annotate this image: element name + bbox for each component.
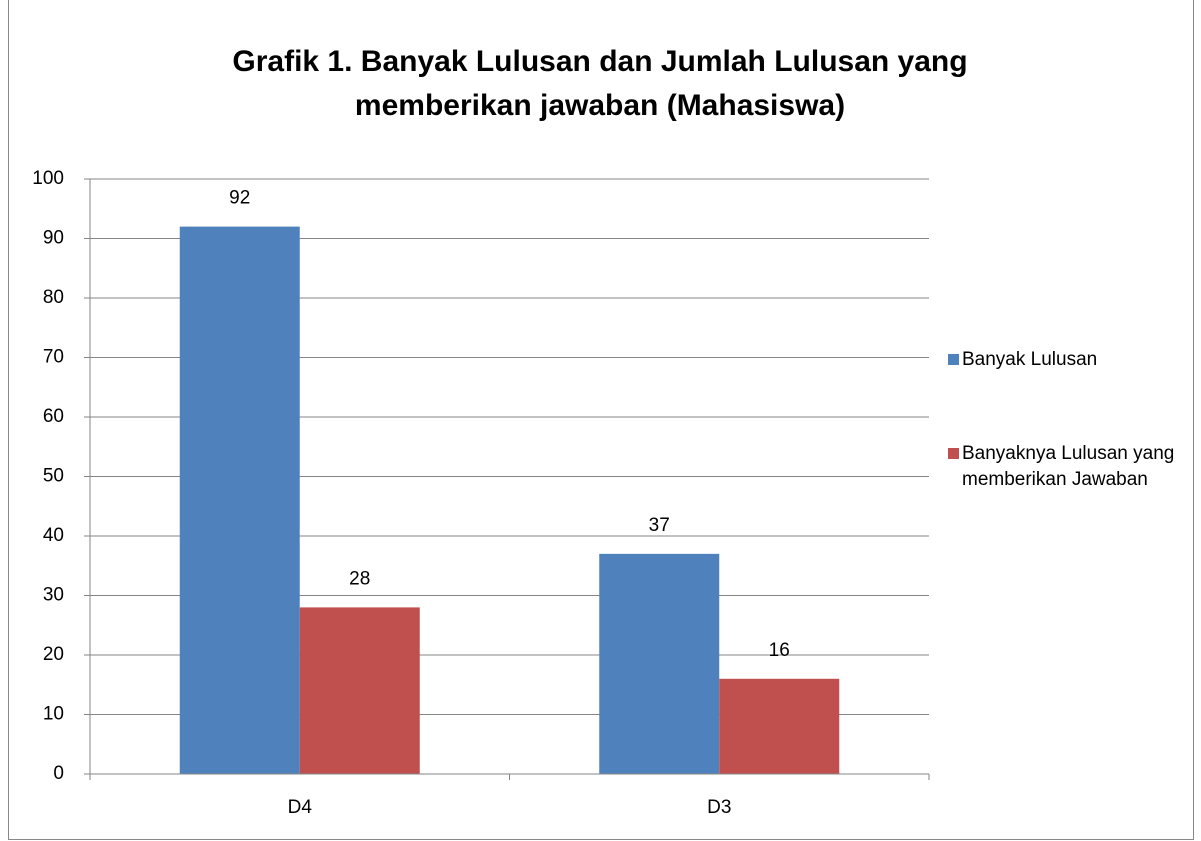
bar	[179, 226, 300, 775]
legend-swatch	[948, 448, 959, 459]
y-tick-label: 70	[43, 347, 64, 368]
bar	[719, 678, 840, 774]
y-tick-label: 50	[43, 466, 64, 487]
bar	[599, 553, 720, 774]
data-label: 28	[349, 568, 370, 589]
data-label: 92	[229, 188, 250, 209]
bar	[299, 607, 420, 774]
data-label: 37	[649, 515, 670, 536]
legend-swatch	[948, 354, 959, 365]
y-tick-label: 90	[43, 228, 64, 249]
y-tick-label: 80	[43, 287, 64, 308]
legend-item: Banyak Lulusan	[948, 347, 1192, 373]
y-tick-label: 40	[43, 525, 64, 546]
x-tick-label: D3	[707, 797, 731, 818]
data-label: 16	[769, 640, 790, 661]
legend-item: Banyaknya Lulusan yang memberikan Jawaba…	[948, 441, 1192, 493]
legend-label: Banyak Lulusan	[962, 349, 1098, 370]
y-tick-label: 100	[32, 168, 64, 189]
x-tick-label: D4	[288, 797, 313, 818]
chart-title: Grafik 1. Banyak Lulusan dan Jumlah Lulu…	[232, 45, 968, 122]
y-tick-label: 0	[53, 763, 64, 784]
chart-frame	[8, 0, 1194, 840]
y-tick-label: 10	[43, 704, 64, 725]
y-tick-label: 60	[43, 406, 64, 427]
legend-label: Banyaknya Lulusan yang memberikan Jawaba…	[962, 443, 1175, 490]
y-tick-label: 20	[43, 644, 64, 665]
y-tick-label: 30	[43, 585, 64, 606]
